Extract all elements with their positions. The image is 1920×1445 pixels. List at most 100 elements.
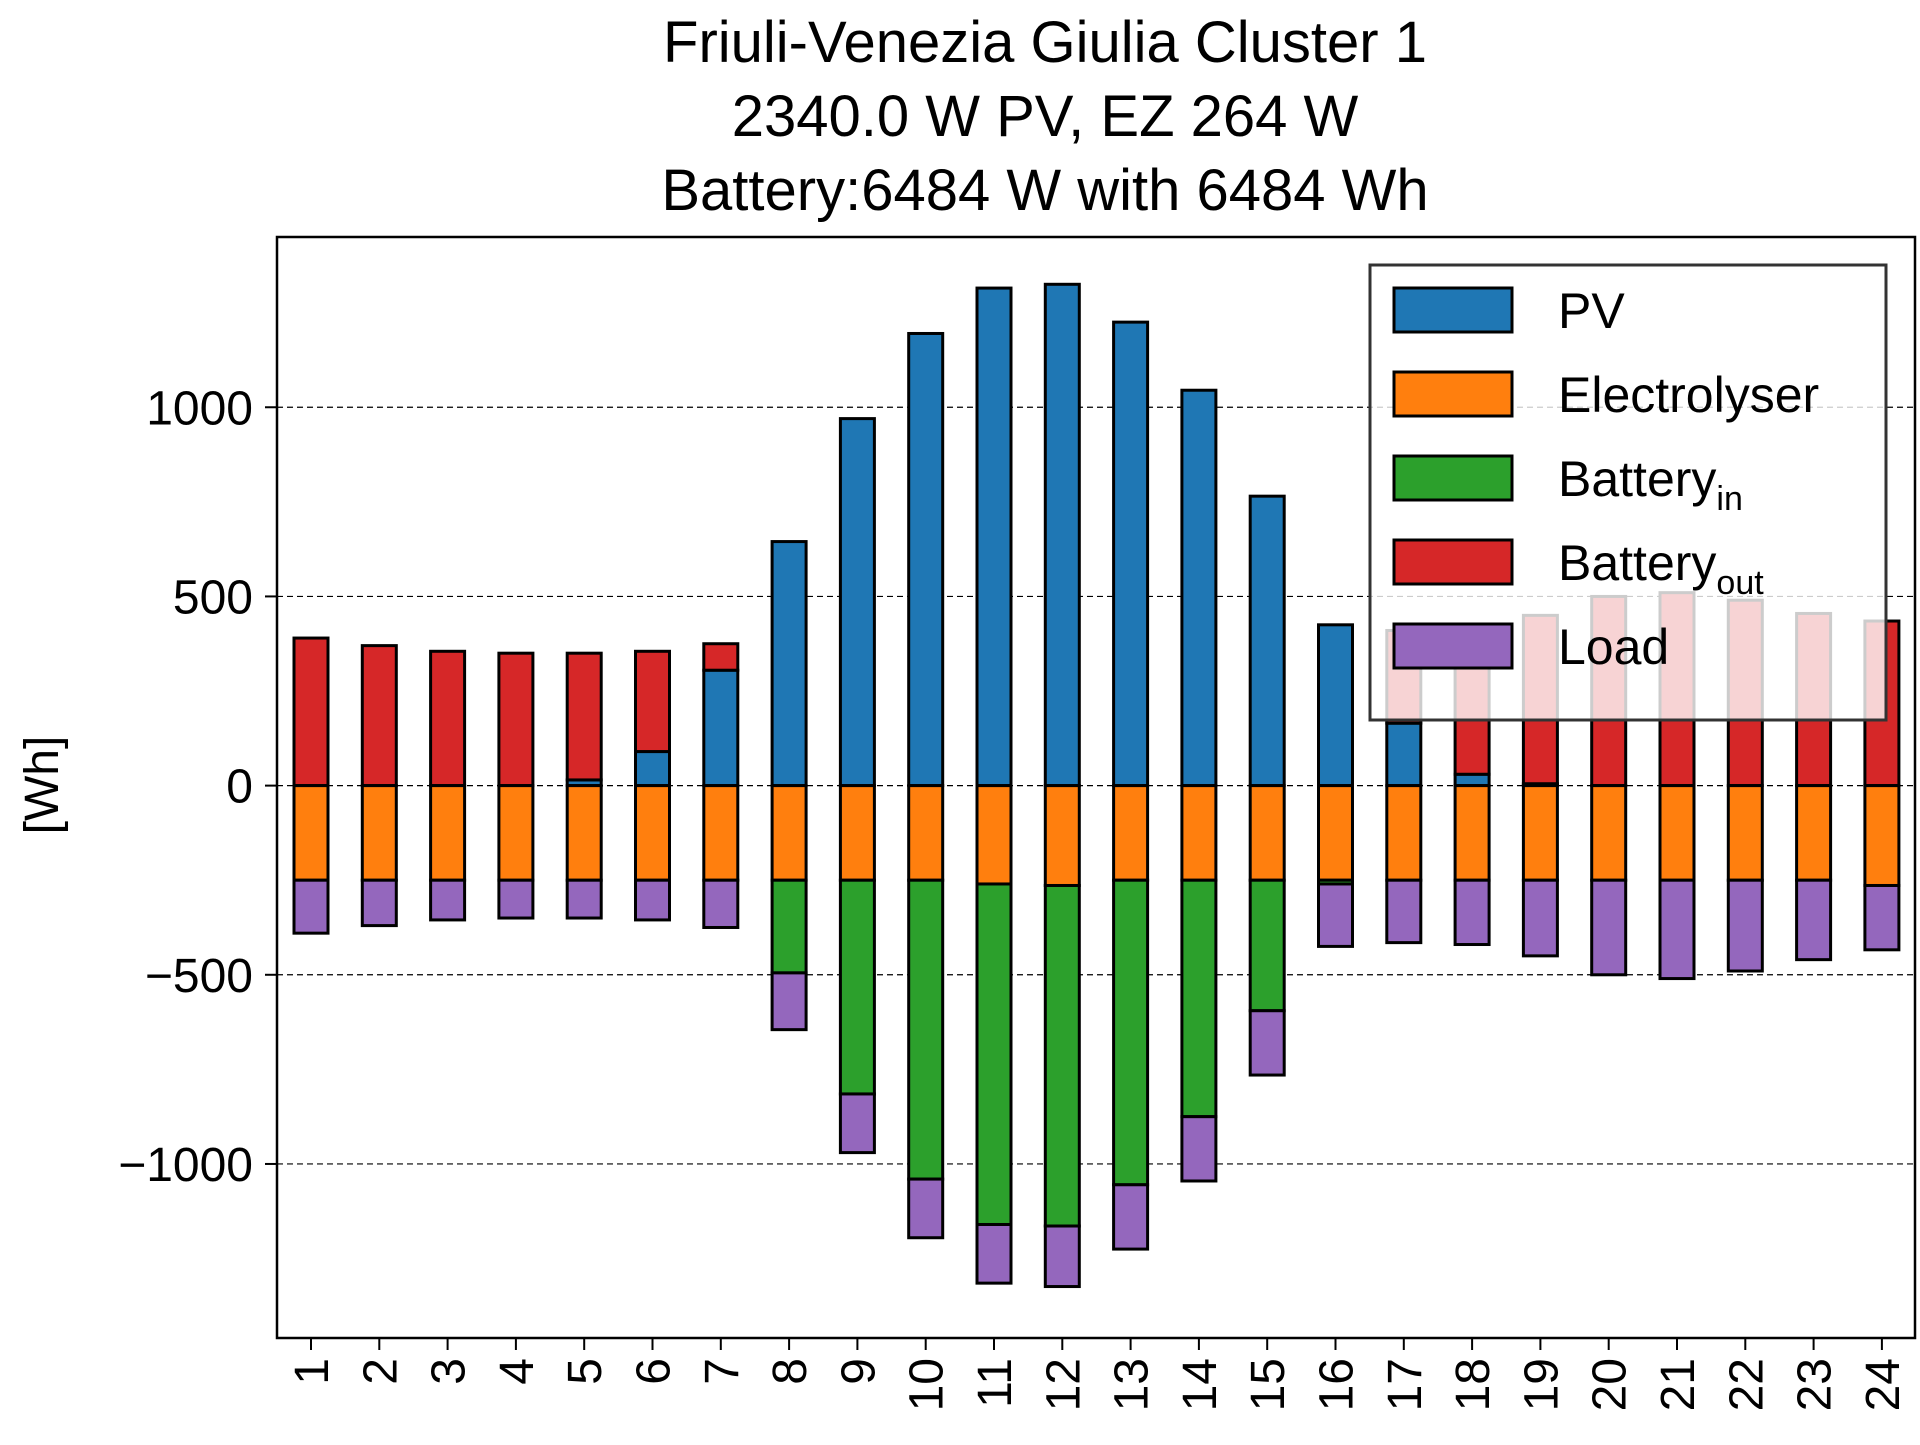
bar-load (1317, 882, 1354, 948)
x-tick-label: 23 (1789, 1358, 1842, 1411)
bar-load (1112, 1183, 1150, 1251)
chart-title: Friuli-Venezia Giulia Cluster 1 2340.0 W… (661, 10, 1428, 223)
axes (275, 235, 1917, 1340)
bar-pv (1043, 282, 1081, 788)
x-tick-label: 14 (1174, 1358, 1227, 1411)
bar-pv (1248, 494, 1286, 788)
chart-title-line-1: Friuli-Venezia Giulia Cluster 1 (663, 10, 1427, 75)
chart-title-line-2: 2340.0 W PV, EZ 264 W (732, 84, 1359, 149)
x-tick-label: 15 (1242, 1358, 1295, 1411)
bar-load (1043, 1224, 1081, 1289)
bar-pv (838, 417, 876, 788)
x-tick-label: 24 (1857, 1358, 1910, 1411)
bar-electrolyser (1726, 784, 1764, 882)
bar-electrolyser (1043, 784, 1081, 887)
bar-electrolyser (497, 784, 535, 882)
x-tick-label: 20 (1584, 1358, 1637, 1411)
legend-label-battery_in: Batteryin (1558, 451, 1743, 518)
bar-load (1385, 878, 1423, 945)
x-tick-label: 9 (832, 1358, 885, 1385)
legend-label-load: Load (1558, 619, 1669, 675)
bar-load (1180, 1115, 1218, 1183)
bar-pv (1453, 772, 1491, 788)
x-tick-label: 12 (1037, 1358, 1090, 1411)
bar-battery_out (634, 649, 671, 754)
bar-electrolyser (1385, 784, 1423, 882)
bar-pv (907, 331, 945, 788)
bar-electrolyser (292, 784, 330, 882)
bar-electrolyser (429, 784, 467, 882)
bar-electrolyser (770, 784, 808, 882)
bar-electrolyser (1795, 784, 1833, 882)
bar-electrolyser (1317, 784, 1354, 882)
y-tick-label: −1000 (118, 1139, 253, 1192)
legend-swatch-pv (1392, 286, 1514, 334)
bar-battery_in (1180, 878, 1218, 1119)
bar-electrolyser (907, 784, 945, 882)
bar-pv (770, 540, 808, 788)
bar-load (702, 878, 740, 929)
y-axis-label: [Wh] (16, 736, 69, 835)
bar-electrolyser (565, 784, 603, 882)
x-tick-label: 7 (696, 1358, 749, 1385)
bar-pv (1180, 388, 1218, 788)
legend-swatch-load (1392, 622, 1514, 670)
bar-electrolyser (1248, 784, 1286, 882)
bar-load (360, 878, 398, 928)
legend-swatch-battery_in (1392, 454, 1514, 502)
legend-label-pv: PV (1558, 283, 1625, 339)
x-tick-label: 3 (423, 1358, 476, 1385)
legend-swatch-battery_out (1392, 538, 1514, 586)
bar-battery_in (838, 878, 876, 1096)
bar-electrolyser (1590, 784, 1628, 882)
y-tick-label: 0 (226, 761, 253, 814)
x-tick-label: 10 (901, 1358, 954, 1411)
bar-battery_out (497, 651, 535, 788)
bar-load (770, 971, 808, 1032)
bar-stacks (292, 282, 1901, 1289)
legend-label-battery_out: Batteryout (1558, 535, 1764, 602)
bar-battery_in (907, 878, 945, 1181)
bar-pv (1112, 320, 1150, 788)
bar-load (1658, 878, 1696, 981)
bar-load (1726, 878, 1764, 973)
bar-load (1795, 878, 1833, 962)
x-tick-label: 13 (1106, 1358, 1159, 1411)
x-tick-label: 4 (491, 1358, 544, 1385)
x-tick-label: 22 (1720, 1358, 1773, 1411)
bar-load (565, 878, 603, 920)
x-axis-ticks: 1 2 3 4 5 6 7 8 9 10 11 12 13 14 15 16 17 18 19 20 21 22 23 24 (286, 1338, 1910, 1411)
x-tick-label: 8 (764, 1358, 817, 1385)
x-tick-label: 6 (628, 1358, 681, 1385)
legend-swatch-electrolyser (1392, 370, 1514, 418)
bar-load (634, 878, 671, 922)
x-tick-label: 16 (1311, 1358, 1364, 1411)
bar-load (1521, 878, 1559, 958)
bar-battery_out (702, 642, 740, 672)
bar-battery_out (565, 651, 603, 782)
bar-pv (634, 750, 671, 788)
bar-electrolyser (1658, 784, 1696, 882)
bar-load (1453, 878, 1491, 947)
legend-label-electrolyser: Electrolyser (1558, 367, 1819, 423)
bar-load (1590, 878, 1628, 977)
legend: PV Electrolyser Batteryin Batteryout Load (1368, 263, 1888, 722)
bar-load (1863, 883, 1901, 952)
bar-load (975, 1222, 1013, 1285)
bar-electrolyser (838, 784, 876, 882)
bar-electrolyser (1453, 784, 1491, 882)
y-tick-label: −500 (145, 950, 253, 1003)
plot-frame (275, 235, 1917, 1340)
bar-pv (975, 286, 1013, 788)
bar-electrolyser (1180, 784, 1218, 882)
y-tick-label: 500 (173, 571, 253, 624)
bar-pv (702, 668, 740, 788)
bar-electrolyser (1112, 784, 1150, 882)
bar-load (497, 878, 535, 920)
y-axis-ticks: −1000 −500 0 500 1000 (118, 382, 277, 1192)
x-tick-label: 1 (286, 1358, 339, 1385)
x-tick-label: 5 (559, 1358, 612, 1385)
x-tick-label: 19 (1515, 1358, 1568, 1411)
